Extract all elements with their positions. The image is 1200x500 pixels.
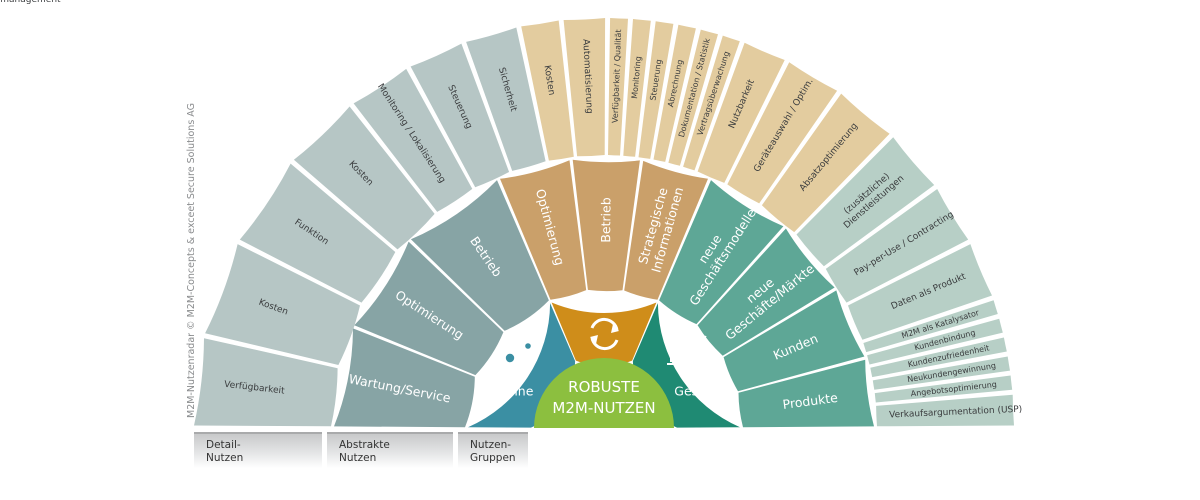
detail-segment-20 — [825, 189, 969, 303]
gears-icon — [498, 338, 536, 370]
detail-segment-8 — [521, 20, 574, 161]
detail-segment-3 — [239, 163, 396, 303]
group-segment-2 — [551, 302, 657, 367]
detail-segment-26 — [874, 375, 1013, 403]
detail-segment-19 — [796, 137, 935, 267]
bar-chart-lightbulb-icon — [667, 334, 709, 365]
center-title-line2: M2M-NUTZEN — [552, 399, 655, 417]
abstract-5-label: Betrieb — [598, 197, 613, 243]
center-title-line1: ROBUSTE — [568, 378, 640, 396]
detail-28-label: Anforderungsmanagement — [0, 0, 61, 5]
group-geschaeft-label: Geschäft — [674, 384, 730, 399]
detail-11-label: Monitoring — [630, 56, 643, 99]
detail-segment-15 — [683, 35, 740, 171]
detail-segment-1 — [194, 338, 338, 427]
center-hub: ROBUSTE M2M-NUTZEN — [534, 358, 674, 428]
abstract-segment-8 — [697, 228, 835, 356]
abstract-segment-6 — [624, 160, 708, 300]
abstract-segment-1 — [334, 328, 475, 428]
detail-segment-5 — [353, 68, 473, 212]
detail-segment-11 — [623, 19, 651, 157]
detail-segment-2 — [205, 244, 360, 365]
group-maschine-label: Maschine — [475, 384, 534, 399]
detail-segment-17 — [727, 62, 838, 204]
legend-groups-line2: Gruppen — [470, 452, 516, 464]
legend-detail-line1: Detail- — [206, 439, 241, 451]
abstract-segment-5 — [572, 159, 640, 292]
detail-segment-18 — [761, 93, 890, 233]
detail-9-label: Automatisierung — [580, 39, 594, 114]
legend-abstract-line1: Abstrakte — [339, 439, 390, 451]
detail-segment-23 — [867, 318, 1003, 365]
detail-segment-27 — [876, 394, 1014, 427]
abstract-segment-3 — [410, 180, 549, 331]
detail-segment-13 — [653, 24, 696, 162]
legend-detail-nutzen: Detail- Nutzen — [194, 432, 322, 468]
detail-segment-6 — [410, 43, 510, 188]
abstract-segment-7 — [659, 180, 784, 325]
legend-nutzen-gruppen: Nutzen- Gruppen — [458, 432, 528, 468]
detail-10-label: Verfügbarkeit / Qualität — [611, 29, 623, 123]
detail-segment-4 — [293, 106, 435, 250]
detail-segment-21 — [848, 244, 992, 340]
detail-segment-10 — [608, 18, 628, 156]
detail-8-label: Kosten — [542, 64, 557, 96]
abstract-segment-9 — [723, 290, 865, 392]
detail-segment-22 — [863, 300, 998, 353]
legend-abstrakte-nutzen: Abstrakte Nutzen — [327, 432, 453, 468]
refresh-cycle-icon — [590, 317, 619, 351]
abstract-segment-2 — [354, 241, 504, 376]
detail-segment-14 — [668, 29, 718, 166]
group-prozess-label: Prozess — [580, 299, 627, 314]
detail-segment-25 — [872, 356, 1010, 390]
detail-segment-12 — [638, 21, 674, 159]
copyright-credit: M2M-Nutzenradar © M2M-Concepts & exceet … — [186, 103, 197, 418]
detail-segment-7 — [466, 27, 546, 171]
abstract-segment-4 — [500, 160, 587, 300]
legend-detail-line2: Nutzen — [206, 452, 244, 464]
detail-segment-24 — [870, 337, 1007, 378]
abstract-10-label: Produkte — [782, 390, 839, 412]
abstract-segment-10 — [738, 359, 874, 428]
legend-groups-line1: Nutzen- — [470, 439, 512, 451]
detail-segment-16 — [697, 42, 785, 183]
detail-segment-9 — [563, 18, 606, 157]
center-segment — [534, 358, 674, 428]
legend-abstract-line2: Nutzen — [339, 452, 377, 464]
